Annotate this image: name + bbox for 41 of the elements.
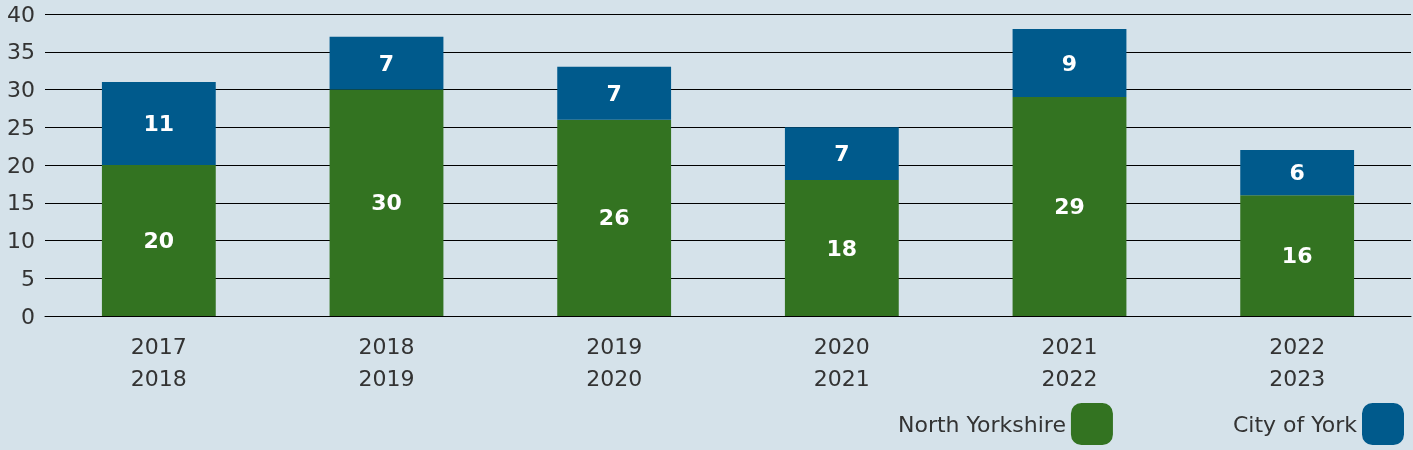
y-tick-label: 0 <box>21 303 35 329</box>
x-tick-label: 2017 2018 <box>130 333 187 391</box>
bar <box>1012 29 1127 98</box>
data-label: 7 <box>378 50 395 76</box>
y-tick-label: 10 <box>7 228 35 253</box>
x-tick-label: 2018 2019 <box>358 333 415 391</box>
bar <box>329 36 444 90</box>
bar <box>557 66 672 120</box>
x-tick-label: 2020 2021 <box>813 333 870 391</box>
bar <box>784 180 899 316</box>
bar <box>329 89 444 316</box>
legend-label: North Yorkshire <box>898 411 1066 437</box>
x-tick-label: 2021 2022 <box>1041 333 1098 391</box>
bar <box>101 165 216 316</box>
y-tick-label: 30 <box>7 77 35 102</box>
data-label: 30 <box>371 190 402 216</box>
x-tick-label: 2022 2023 <box>1269 333 1326 391</box>
data-label: 9 <box>1061 50 1078 76</box>
bar <box>1240 195 1355 316</box>
legend-label: City of York <box>1232 411 1358 437</box>
x-tick-label: 2019 2020 <box>586 333 643 391</box>
y-tick-label: 15 <box>7 190 35 216</box>
bar <box>557 119 672 316</box>
data-label: 11 <box>143 110 175 136</box>
data-label: 7 <box>606 80 622 106</box>
bar <box>1012 97 1127 316</box>
y-tick-label: 20 <box>7 152 35 178</box>
bar <box>101 81 216 165</box>
y-tick-label: 5 <box>21 265 35 291</box>
data-label: 6 <box>1289 160 1305 186</box>
bar <box>1240 149 1355 196</box>
y-tick-label: 35 <box>7 39 35 65</box>
bar <box>784 127 899 181</box>
data-label: 18 <box>826 235 858 261</box>
y-tick-label: 40 <box>7 1 35 27</box>
data-label: 7 <box>834 141 850 167</box>
data-label: 29 <box>1054 194 1085 220</box>
data-label: 26 <box>598 205 630 231</box>
data-label: 16 <box>1281 243 1313 269</box>
y-tick-label: 25 <box>7 114 35 140</box>
data-label: 20 <box>143 228 175 253</box>
